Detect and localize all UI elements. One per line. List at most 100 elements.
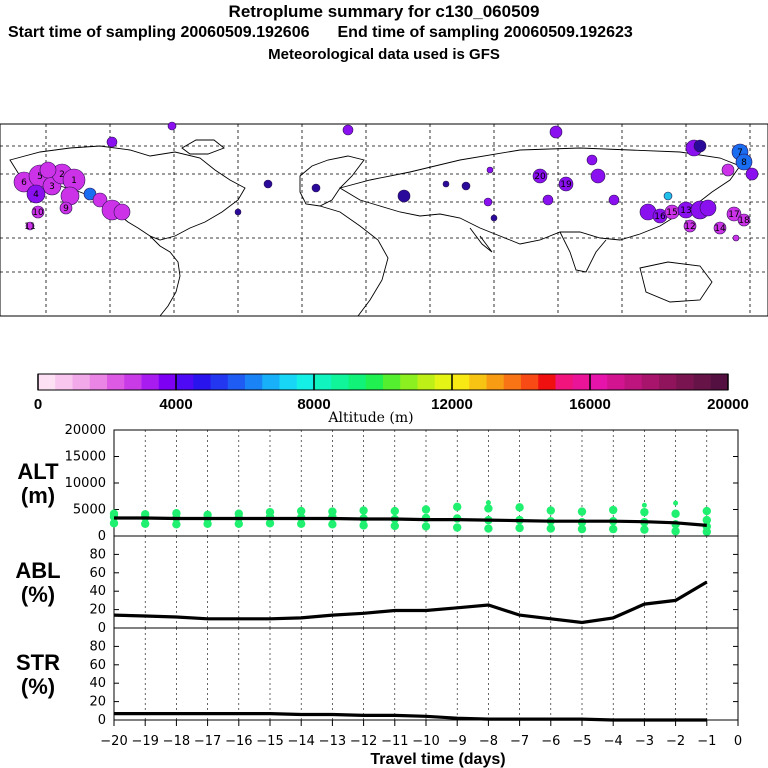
trajectory-marker (586, 154, 598, 166)
colorbar-swatch (469, 374, 487, 390)
colorbar-swatch (279, 374, 298, 390)
altitude-point (484, 504, 493, 513)
trajectory-marker (311, 183, 321, 193)
colorbar-swatch (676, 374, 694, 390)
altitude-colorbar: 0 4000 8000 12000 16000 20000 Altitude (m) (34, 373, 749, 426)
x-tick-label: −1 (697, 734, 716, 749)
altitude-point (641, 502, 647, 508)
panel-label-str: STR (16, 650, 60, 675)
colorbar-swatch (452, 374, 470, 390)
altitude-point (359, 506, 368, 515)
y-tick-label: 0 (98, 713, 106, 728)
altitude-point (453, 523, 462, 532)
str-line (114, 712, 707, 722)
x-tick-label: −5 (572, 734, 591, 749)
colorbar-swatch (245, 374, 263, 390)
colorbar-tick-label: 8000 (297, 396, 330, 413)
trajectory-marker (532, 168, 548, 184)
colorbar-swatch (486, 374, 505, 390)
altitude-point (673, 500, 679, 506)
trajectory-marker (490, 214, 498, 222)
sampling-times: Start time of sampling 20060509.192606 En… (8, 24, 633, 42)
altitude-point (390, 521, 399, 531)
altitude-point (702, 506, 711, 516)
trajectory-day-label: 2 (59, 170, 65, 180)
colorbar-swatch (590, 374, 608, 390)
altitude-point (234, 509, 243, 518)
trajectory-marker (558, 176, 574, 192)
x-tick-label: −19 (131, 734, 158, 749)
trajectory-marker (483, 197, 493, 207)
colorbar-swatch (555, 374, 574, 390)
colorbar-swatch (124, 374, 142, 390)
colorbar-swatch (659, 374, 677, 390)
altitude-point (265, 519, 275, 528)
altitude-point (109, 509, 119, 518)
panel-unit-alt: (m) (21, 483, 55, 508)
colorbar-swatch (624, 374, 643, 390)
colorbar-swatch (176, 374, 194, 390)
altitude-point (141, 519, 150, 529)
y-tick-label: 60 (89, 566, 106, 581)
colorbar-swatch (296, 374, 315, 390)
altitude-point (109, 519, 119, 528)
trajectory-marker (663, 191, 673, 201)
colorbar-swatch (210, 374, 229, 390)
mean-altitude-line (114, 516, 707, 527)
colorbar-swatch (365, 374, 384, 390)
trajectory-marker (732, 234, 740, 242)
trajectory-marker (590, 168, 606, 184)
trajectory-day-label: 11 (24, 222, 35, 232)
altitude-point (485, 500, 491, 506)
colorbar-swatch (572, 374, 591, 390)
trajectory-marker (542, 194, 554, 206)
colorbar-swatch (314, 374, 332, 390)
colorbar-swatch (107, 374, 125, 390)
trajectory-day-label: 7 (737, 148, 743, 158)
altitude-point (671, 509, 680, 518)
x-tick-label: −18 (163, 734, 190, 749)
altitude-point (234, 519, 243, 529)
altitude-point (172, 509, 181, 518)
x-tick-label: −8 (479, 734, 498, 749)
trajectory-marker (234, 208, 242, 216)
x-tick-label: −10 (412, 734, 439, 749)
trajectory-day-label: 20 (534, 172, 546, 182)
colorbar-swatch (38, 374, 56, 390)
panel-unit-abl: (%) (21, 582, 55, 607)
x-tick-label: −7 (510, 734, 529, 749)
altitude-point (265, 507, 275, 517)
x-axis-title: Travel time (days) (370, 751, 505, 768)
altitude-point (328, 520, 337, 529)
altitude-point (577, 507, 587, 516)
altitude-point (297, 506, 306, 516)
trajectory-marker (31, 205, 45, 219)
colorbar-swatch (538, 374, 556, 390)
trajectory-day-label: 12 (684, 222, 695, 232)
trajectory-day-label: 13 (680, 206, 691, 216)
time-series-panels: 05000100001500020000ALT(m)020406080ABL(%… (15, 423, 742, 768)
x-tick-label: −3 (635, 734, 654, 749)
altitude-point (640, 525, 649, 534)
altitude-point (328, 507, 337, 516)
trajectory-marker (608, 194, 620, 206)
x-tick-label: −16 (225, 734, 252, 749)
trajectory-marker (737, 213, 751, 227)
end-time-label: End time of sampling 20060509.192623 (337, 24, 633, 41)
colorbar-swatch (710, 374, 729, 390)
coastlines (9, 139, 741, 317)
trajectory-marker (397, 189, 411, 203)
trajectory-marker (693, 139, 707, 153)
trajectory-marker (442, 180, 450, 188)
trajectory-day-label: 3 (49, 182, 55, 192)
altitude-point (609, 505, 618, 515)
colorbar-swatch (331, 374, 349, 390)
x-tick-label: −9 (448, 734, 467, 749)
y-tick-label: 0 (98, 621, 106, 636)
chart-title: Retroplume summary for c130_060509 (228, 2, 540, 21)
colorbar-swatch (193, 374, 211, 390)
trajectory-day-label: 4 (33, 190, 39, 200)
x-tick-label: −20 (100, 734, 127, 749)
colorbar-swatch (693, 374, 712, 390)
